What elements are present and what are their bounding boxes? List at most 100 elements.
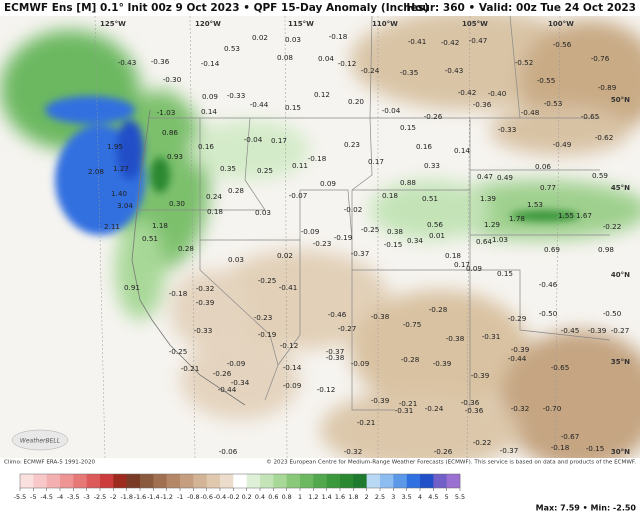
latitude-label: 45°N — [611, 184, 630, 192]
map-value: 0.17 — [368, 157, 384, 166]
map-area: 0.53 0.02 0.03 -0.18 -0.41 -0.42 -0.47 -0.56 -0.… — [0, 16, 640, 458]
map-value: -0.04 — [244, 135, 263, 144]
map-value: 0.17 — [271, 136, 287, 145]
map-value: 1.29 — [484, 220, 500, 229]
map-value: -0.14 — [283, 363, 302, 372]
map-value: -0.09 — [283, 381, 302, 390]
map-value: 0.17 — [454, 260, 470, 269]
longitude-label: 105°W — [462, 20, 488, 28]
map-value: -0.36 — [461, 398, 480, 407]
colorbar-tick-label: -2 — [110, 493, 116, 501]
colorbar-tick-label: 4.5 — [428, 493, 438, 501]
colorbar-tick-label: 3.5 — [402, 493, 412, 501]
colorbar-tick-label: 1.6 — [335, 493, 345, 501]
map-value: 0.86 — [162, 128, 178, 137]
map-value: -0.22 — [473, 438, 492, 447]
colorbar-swatch — [33, 474, 47, 488]
longitude-label: 125°W — [100, 20, 126, 28]
map-value: -0.39 — [433, 359, 452, 368]
colorbar-tick-label: 3 — [391, 493, 395, 501]
map-value: 0.09 — [466, 264, 482, 273]
colorbar-swatch — [46, 474, 61, 488]
map-value: -0.38 — [326, 353, 345, 362]
colorbar-tick-label: -5.5 — [14, 493, 26, 501]
map-value: -0.26 — [424, 112, 443, 121]
colorbar-tick-label: 2.5 — [375, 493, 385, 501]
map-value: -0.32 — [511, 404, 530, 413]
map-value: -0.42 — [458, 88, 477, 97]
state-borders — [136, 16, 611, 411]
map-value: 0.06 — [535, 162, 551, 171]
map-value: 1.53 — [527, 200, 543, 209]
map-value: 0.35 — [220, 164, 236, 173]
map-value: -0.34 — [231, 378, 250, 387]
map-value: -0.02 — [344, 205, 363, 214]
map-value: 0.47 — [477, 172, 493, 181]
map-value: 0.18 — [382, 191, 398, 200]
map-value: 0.24 — [206, 192, 222, 201]
map-value: -0.21 — [357, 418, 376, 427]
map-value: -0.62 — [595, 133, 614, 142]
colorbar-swatch — [286, 474, 301, 488]
map-value: -0.15 — [586, 444, 605, 453]
colorbar-tick-label: -1.4 — [147, 493, 159, 501]
map-value: -0.42 — [441, 38, 460, 47]
title: ECMWF Ens [M] 0.1° Init 00z 9 Oct 2023 •… — [4, 2, 429, 14]
colorbar-tick-label: -4.5 — [40, 493, 52, 501]
map-value: 0.01 — [429, 231, 445, 240]
map-value: -0.32 — [344, 447, 363, 456]
colorbar-swatch — [326, 474, 341, 488]
map-value: 0.18 — [207, 207, 223, 216]
colorbar-tick-label: 1 — [298, 493, 302, 501]
map-value: -0.39 — [511, 345, 530, 354]
colorbar-swatch — [420, 474, 434, 488]
colorbar-swatch — [73, 474, 87, 488]
colorbar-swatch — [113, 474, 127, 488]
map-value: -0.55 — [537, 76, 556, 85]
colorbar-swatch — [100, 474, 114, 488]
colorbar-swatch — [193, 474, 207, 488]
map-value: -0.24 — [425, 404, 444, 413]
map-value: -0.65 — [581, 112, 600, 121]
map-value: -0.26 — [434, 447, 453, 456]
colorbar-swatch — [260, 474, 274, 488]
map-value: -0.70 — [543, 404, 562, 413]
colorbar-tick-label: 5.5 — [455, 493, 465, 501]
map-value: -0.19 — [258, 330, 277, 339]
map-value: 0.03 — [228, 255, 244, 264]
map-value: -0.33 — [498, 125, 517, 134]
map-value: -0.45 — [561, 326, 580, 335]
colorbar-tick-label: -3.5 — [67, 493, 79, 501]
map-value: -0.67 — [561, 432, 580, 441]
map-value: -0.32 — [196, 284, 215, 293]
colorbar-tick-label: 0.6 — [268, 493, 278, 501]
map-value: -0.39 — [196, 298, 215, 307]
colorbar-swatch — [353, 474, 367, 488]
map-value: -0.18 — [169, 289, 188, 298]
map-value: -0.26 — [213, 369, 232, 378]
map-value: -0.46 — [328, 310, 347, 319]
map-value: -0.50 — [539, 309, 558, 318]
colorbar-tick-label: -1.2 — [160, 493, 172, 501]
colorbar-swatch — [246, 474, 261, 488]
latitude-label: 30°N — [611, 448, 630, 456]
map-value: -0.36 — [151, 57, 170, 66]
colorbar-tick-label: -0.6 — [200, 493, 212, 501]
map-value: -0.06 — [219, 447, 238, 456]
map-value: -0.12 — [338, 59, 357, 68]
valid-time: Hour: 360 • Valid: 00z Tue 24 Oct 2023 — [406, 2, 636, 14]
map-value: -0.41 — [279, 283, 298, 292]
map-value: 0.51 — [142, 234, 158, 243]
colorbar-frame — [19, 473, 461, 489]
map-value: -0.46 — [539, 280, 558, 289]
map-value: 0.34 — [407, 236, 423, 245]
map-value: 1.67 — [576, 211, 592, 220]
map-value: 0.23 — [344, 140, 360, 149]
colorbar-tick-label: 0.8 — [282, 493, 292, 501]
colorbar-swatch — [206, 474, 221, 488]
latitude-label: 40°N — [611, 271, 630, 279]
map-value: -0.14 — [201, 59, 220, 68]
map-value: 0.14 — [454, 146, 470, 155]
colorbar-swatch — [380, 474, 394, 488]
